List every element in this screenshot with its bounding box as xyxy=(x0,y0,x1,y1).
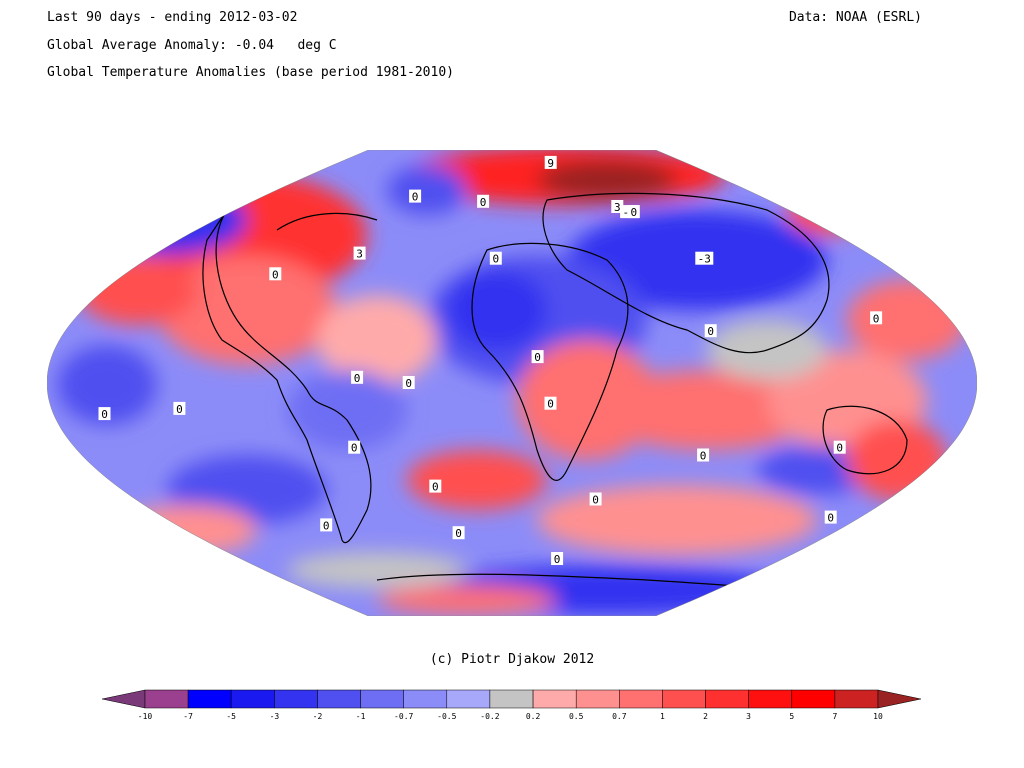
contour-label: 0 xyxy=(551,552,564,566)
contour-label: 0 xyxy=(627,205,640,219)
legend-swatch xyxy=(791,689,836,709)
svg-text:0: 0 xyxy=(554,553,561,566)
svg-text:9: 9 xyxy=(547,157,554,170)
contour-label: 0 xyxy=(589,492,602,507)
contour-label: 0 xyxy=(409,189,422,204)
svg-text:3: 3 xyxy=(614,201,621,214)
legend-tick-label: 0.2 xyxy=(525,712,541,721)
legend-swatch xyxy=(619,689,663,709)
map-title: Global Temperature Anomalies (base perio… xyxy=(47,65,454,80)
legend-tick-label: 5 xyxy=(789,712,795,721)
svg-text:0: 0 xyxy=(534,351,541,364)
legend-tick-label: 3 xyxy=(746,712,752,721)
legend-swatch xyxy=(446,689,491,709)
legend-tick-label: -0.7 xyxy=(394,712,414,721)
svg-text:0: 0 xyxy=(101,408,108,421)
legend-swatch xyxy=(230,689,275,709)
data-source: Data: NOAA (ESRL) xyxy=(788,10,922,25)
contour-label: 9 xyxy=(544,155,557,170)
anomaly-field xyxy=(57,150,967,615)
contour-label: 0 xyxy=(402,376,415,390)
contour-label: 0 xyxy=(98,407,111,421)
svg-text:-3: -3 xyxy=(698,253,711,266)
contour-label: 0 xyxy=(531,350,544,364)
contour-label: 0 xyxy=(477,194,490,209)
contour-label: 3 xyxy=(353,246,366,261)
legend-arrow-high xyxy=(877,689,922,709)
legend-arrow-low xyxy=(101,689,146,709)
svg-text:0: 0 xyxy=(592,494,599,507)
contour-label: 0 xyxy=(173,401,186,416)
legend-swatch xyxy=(575,689,620,709)
svg-text:0: 0 xyxy=(707,325,714,338)
contour-label: 0 xyxy=(704,324,717,338)
contour-label: 0 xyxy=(320,518,333,532)
legend-tick-label: -5 xyxy=(226,712,237,721)
legend-tick-label: 2 xyxy=(703,712,708,721)
legend-tick-label: -3 xyxy=(269,712,280,721)
legend-tick-label: -10 xyxy=(137,712,153,721)
legend-tick-label: 7 xyxy=(832,712,838,721)
legend-tick-label: 1 xyxy=(659,712,665,721)
contour-label: 0 xyxy=(429,479,442,494)
legend-swatch xyxy=(187,689,232,709)
copyright-notice: (c) Piotr Djakow 2012 xyxy=(429,652,595,667)
contour-label: 0 xyxy=(452,526,465,540)
legend-tick-label: -1 xyxy=(355,712,366,721)
svg-text:0: 0 xyxy=(836,442,843,455)
legend-tick-label: -2 xyxy=(312,712,323,721)
svg-text:0: 0 xyxy=(547,398,554,411)
contour-label: 0 xyxy=(697,448,710,463)
legend-swatch xyxy=(705,689,749,709)
contour-label: 0 xyxy=(269,267,282,281)
legend-tick-label: -0.5 xyxy=(437,712,457,721)
svg-text:0: 0 xyxy=(354,372,361,385)
legend-tick-label: 0.7 xyxy=(612,712,627,721)
contour-label: 0 xyxy=(489,251,502,266)
legend-swatch xyxy=(403,689,448,709)
legend-swatch xyxy=(532,689,577,709)
svg-text:0: 0 xyxy=(630,206,637,219)
svg-text:0: 0 xyxy=(272,268,279,281)
color-scale-legend xyxy=(101,689,922,709)
legend-tick-label: 0.5 xyxy=(568,712,584,721)
svg-text:0: 0 xyxy=(700,450,707,463)
contour-label: 0 xyxy=(833,440,846,455)
contour-label: 0 xyxy=(870,311,883,325)
svg-text:0: 0 xyxy=(432,481,439,494)
legend-tick-label: -7 xyxy=(183,712,193,721)
svg-text:0: 0 xyxy=(405,377,412,390)
svg-text:0: 0 xyxy=(492,253,499,266)
svg-text:0: 0 xyxy=(323,519,330,532)
svg-text:0: 0 xyxy=(351,442,358,455)
contour-label: 0 xyxy=(348,440,361,455)
legend-swatch xyxy=(748,689,792,709)
period-title: Last 90 days - ending 2012-03-02 xyxy=(47,10,298,25)
legend-swatch xyxy=(834,689,879,709)
svg-text:0: 0 xyxy=(455,527,462,540)
legend-swatch xyxy=(317,689,361,709)
svg-text:0: 0 xyxy=(827,512,834,525)
svg-text:0: 0 xyxy=(873,312,880,325)
svg-text:0: 0 xyxy=(176,403,183,416)
legend-swatch xyxy=(489,689,534,709)
contour-label: 0 xyxy=(544,396,557,411)
legend-tick-label: -0.2 xyxy=(480,712,500,721)
svg-text:3: 3 xyxy=(356,248,363,261)
legend-swatch xyxy=(274,689,318,709)
svg-text:0: 0 xyxy=(412,191,419,204)
legend-tick-label: 10 xyxy=(873,712,883,721)
legend-swatch xyxy=(662,689,706,709)
legend-swatch xyxy=(144,689,189,709)
contour-label: -3 xyxy=(695,251,714,266)
svg-text:0: 0 xyxy=(480,196,487,209)
contour-label: 0 xyxy=(824,510,837,525)
contour-label: 0 xyxy=(351,370,364,385)
legend-swatch xyxy=(360,689,404,709)
global-average-anomaly: Global Average Anomaly: -0.04 deg C xyxy=(47,38,337,53)
